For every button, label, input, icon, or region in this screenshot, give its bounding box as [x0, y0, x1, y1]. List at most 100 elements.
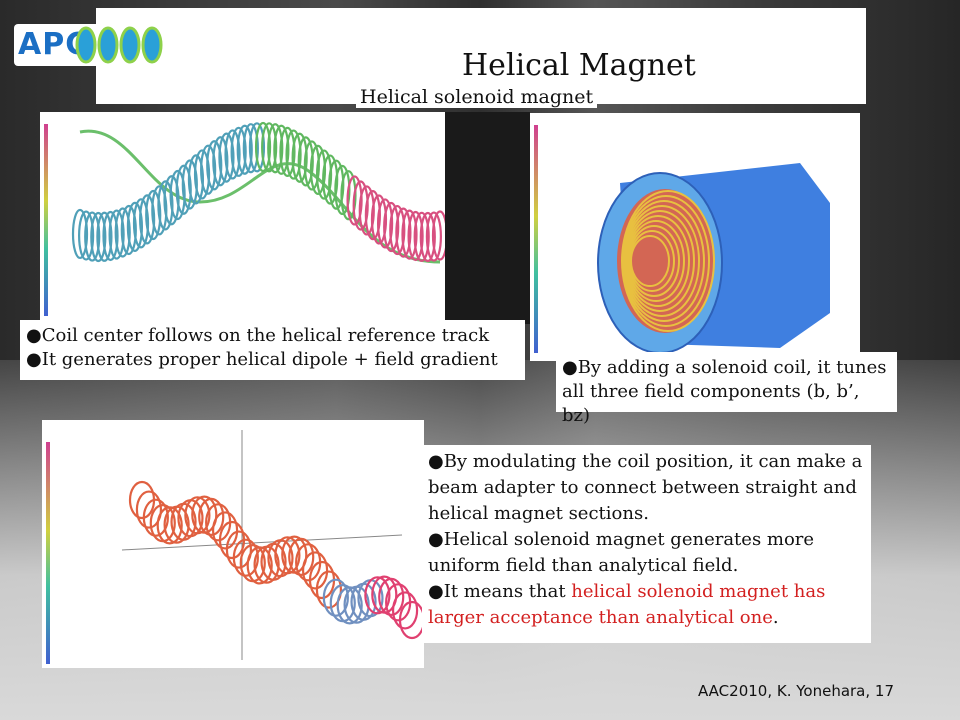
coil-ring: [145, 189, 162, 241]
coil-ring: [187, 154, 205, 205]
coil-ring: [346, 175, 363, 226]
coil-ring: [308, 560, 336, 600]
coil-ring: [273, 124, 290, 175]
coil-ring: [297, 136, 314, 187]
coil-ring: [295, 543, 322, 582]
bullet-item: beam adapter to connect between straight…: [428, 477, 857, 498]
coil-ring: [261, 122, 278, 173]
coil-ring: [225, 530, 253, 569]
coil-ring: [175, 164, 192, 215]
coil-ring: [352, 180, 369, 231]
coil-ring: [230, 126, 247, 177]
coil-ring: [391, 591, 419, 630]
left-bullets: ●Coil center follows on the helical refe…: [20, 320, 525, 380]
coil-ring: [242, 123, 259, 174]
coil-ring: [126, 201, 144, 252]
highlight-text: larger acceptance than analytical one: [428, 607, 773, 628]
coil-ring: [288, 537, 315, 576]
slide-subtitle: Helical solenoid magnet: [356, 86, 598, 108]
coil-ring: [236, 124, 253, 175]
coil-ring: [315, 149, 333, 200]
bullet-text: ●It means that: [428, 581, 572, 602]
coil-ring: [322, 154, 339, 205]
coil-ring: [102, 210, 119, 262]
coil-ring: [206, 140, 223, 191]
logo-rings-icon: [75, 26, 163, 64]
coil-ring: [303, 140, 320, 191]
right-bullets: ●By adding a solenoid coil, it tunes all…: [556, 352, 897, 426]
coil-ring: [184, 496, 211, 535]
highlight-text: helical solenoid magnet has: [571, 581, 826, 602]
coil-ring: [193, 149, 211, 200]
coil-ring: [254, 121, 272, 173]
coil-ring: [139, 194, 156, 245]
coil-ring: [340, 170, 357, 221]
coil-ring: [383, 201, 400, 253]
coil-ring: [157, 180, 174, 231]
coil-ring: [328, 159, 345, 210]
coil-ring: [96, 211, 113, 262]
coil-ring: [232, 538, 259, 577]
bullet-item: ●By adding a solenoid coil, it tunes: [562, 357, 887, 378]
coil-ring: [398, 600, 424, 640]
coil-ring: [181, 159, 198, 210]
coil-ring: [71, 208, 89, 260]
coil-ring: [163, 175, 180, 226]
logo: APC: [14, 24, 164, 66]
coil-ring: [224, 129, 241, 180]
coil-ring: [151, 185, 168, 236]
bullet-item: uniform field than analytical field.: [428, 555, 739, 576]
bullet-item: all three field components (b, b’, bz): [562, 381, 860, 426]
coil-ring: [156, 506, 183, 545]
coil-ring: [291, 132, 308, 183]
coil-ring: [114, 207, 131, 258]
bottom-bullets: ●By modulating the coil position, it can…: [422, 445, 871, 643]
coil-ring: [205, 503, 232, 542]
coil-ring: [279, 126, 296, 177]
coil-ring: [309, 144, 327, 195]
coil-ring: [370, 194, 388, 245]
coil-ring: [315, 570, 343, 609]
coil-ring: [90, 211, 107, 263]
coil-ring: [248, 122, 266, 173]
coil-ring: [413, 211, 430, 262]
coil-ring: [334, 164, 351, 216]
slide-footer: AAC2010, K. Yonehara, 17: [698, 682, 894, 700]
dark-strip: [445, 112, 530, 324]
coil-ring: [120, 204, 137, 256]
coil-ring: [358, 185, 375, 236]
coil-ring: [336, 586, 363, 625]
coil-ring: [630, 235, 670, 287]
coil-ring: [431, 210, 445, 261]
coil-ring: [132, 198, 150, 249]
bullet-text: .: [772, 607, 779, 628]
bullet-item: ●By modulating the coil position, it can…: [428, 451, 863, 472]
coil-ring: [385, 583, 412, 622]
bullet-item: ●It means that helical solenoid magnet h…: [428, 579, 865, 605]
bullet-item: ●Coil center follows on the helical refe…: [26, 325, 490, 346]
coil-ring: [128, 480, 156, 520]
coil-ring: [274, 536, 301, 575]
coil-ring: [267, 123, 284, 174]
coil-ring: [364, 190, 381, 241]
coil-ring: [389, 204, 406, 256]
bullet-item: ●Helical solenoid magnet generates more: [428, 529, 815, 550]
coil-ring: [285, 129, 302, 180]
coil-ring: [376, 198, 394, 249]
coil-ring: [395, 207, 412, 258]
coil-ring: [212, 136, 229, 187]
coil-ring: [322, 578, 349, 617]
bullet-item: ●It generates proper helical dipole + fi…: [26, 349, 498, 370]
coil-ring: [84, 211, 101, 262]
coil-ring: [218, 520, 246, 560]
coil-ring: [364, 576, 391, 615]
coil-ring: [401, 209, 418, 260]
coil-ring: [211, 511, 239, 550]
coil-ring: [425, 211, 442, 262]
beam-adapter-figure: [42, 420, 424, 668]
slide-title: Helical Magnet: [462, 48, 696, 83]
coil-ring: [108, 209, 125, 260]
coil-ring: [135, 490, 163, 529]
coil-ring: [218, 132, 235, 183]
bullet-item: helical magnet sections.: [428, 503, 649, 524]
